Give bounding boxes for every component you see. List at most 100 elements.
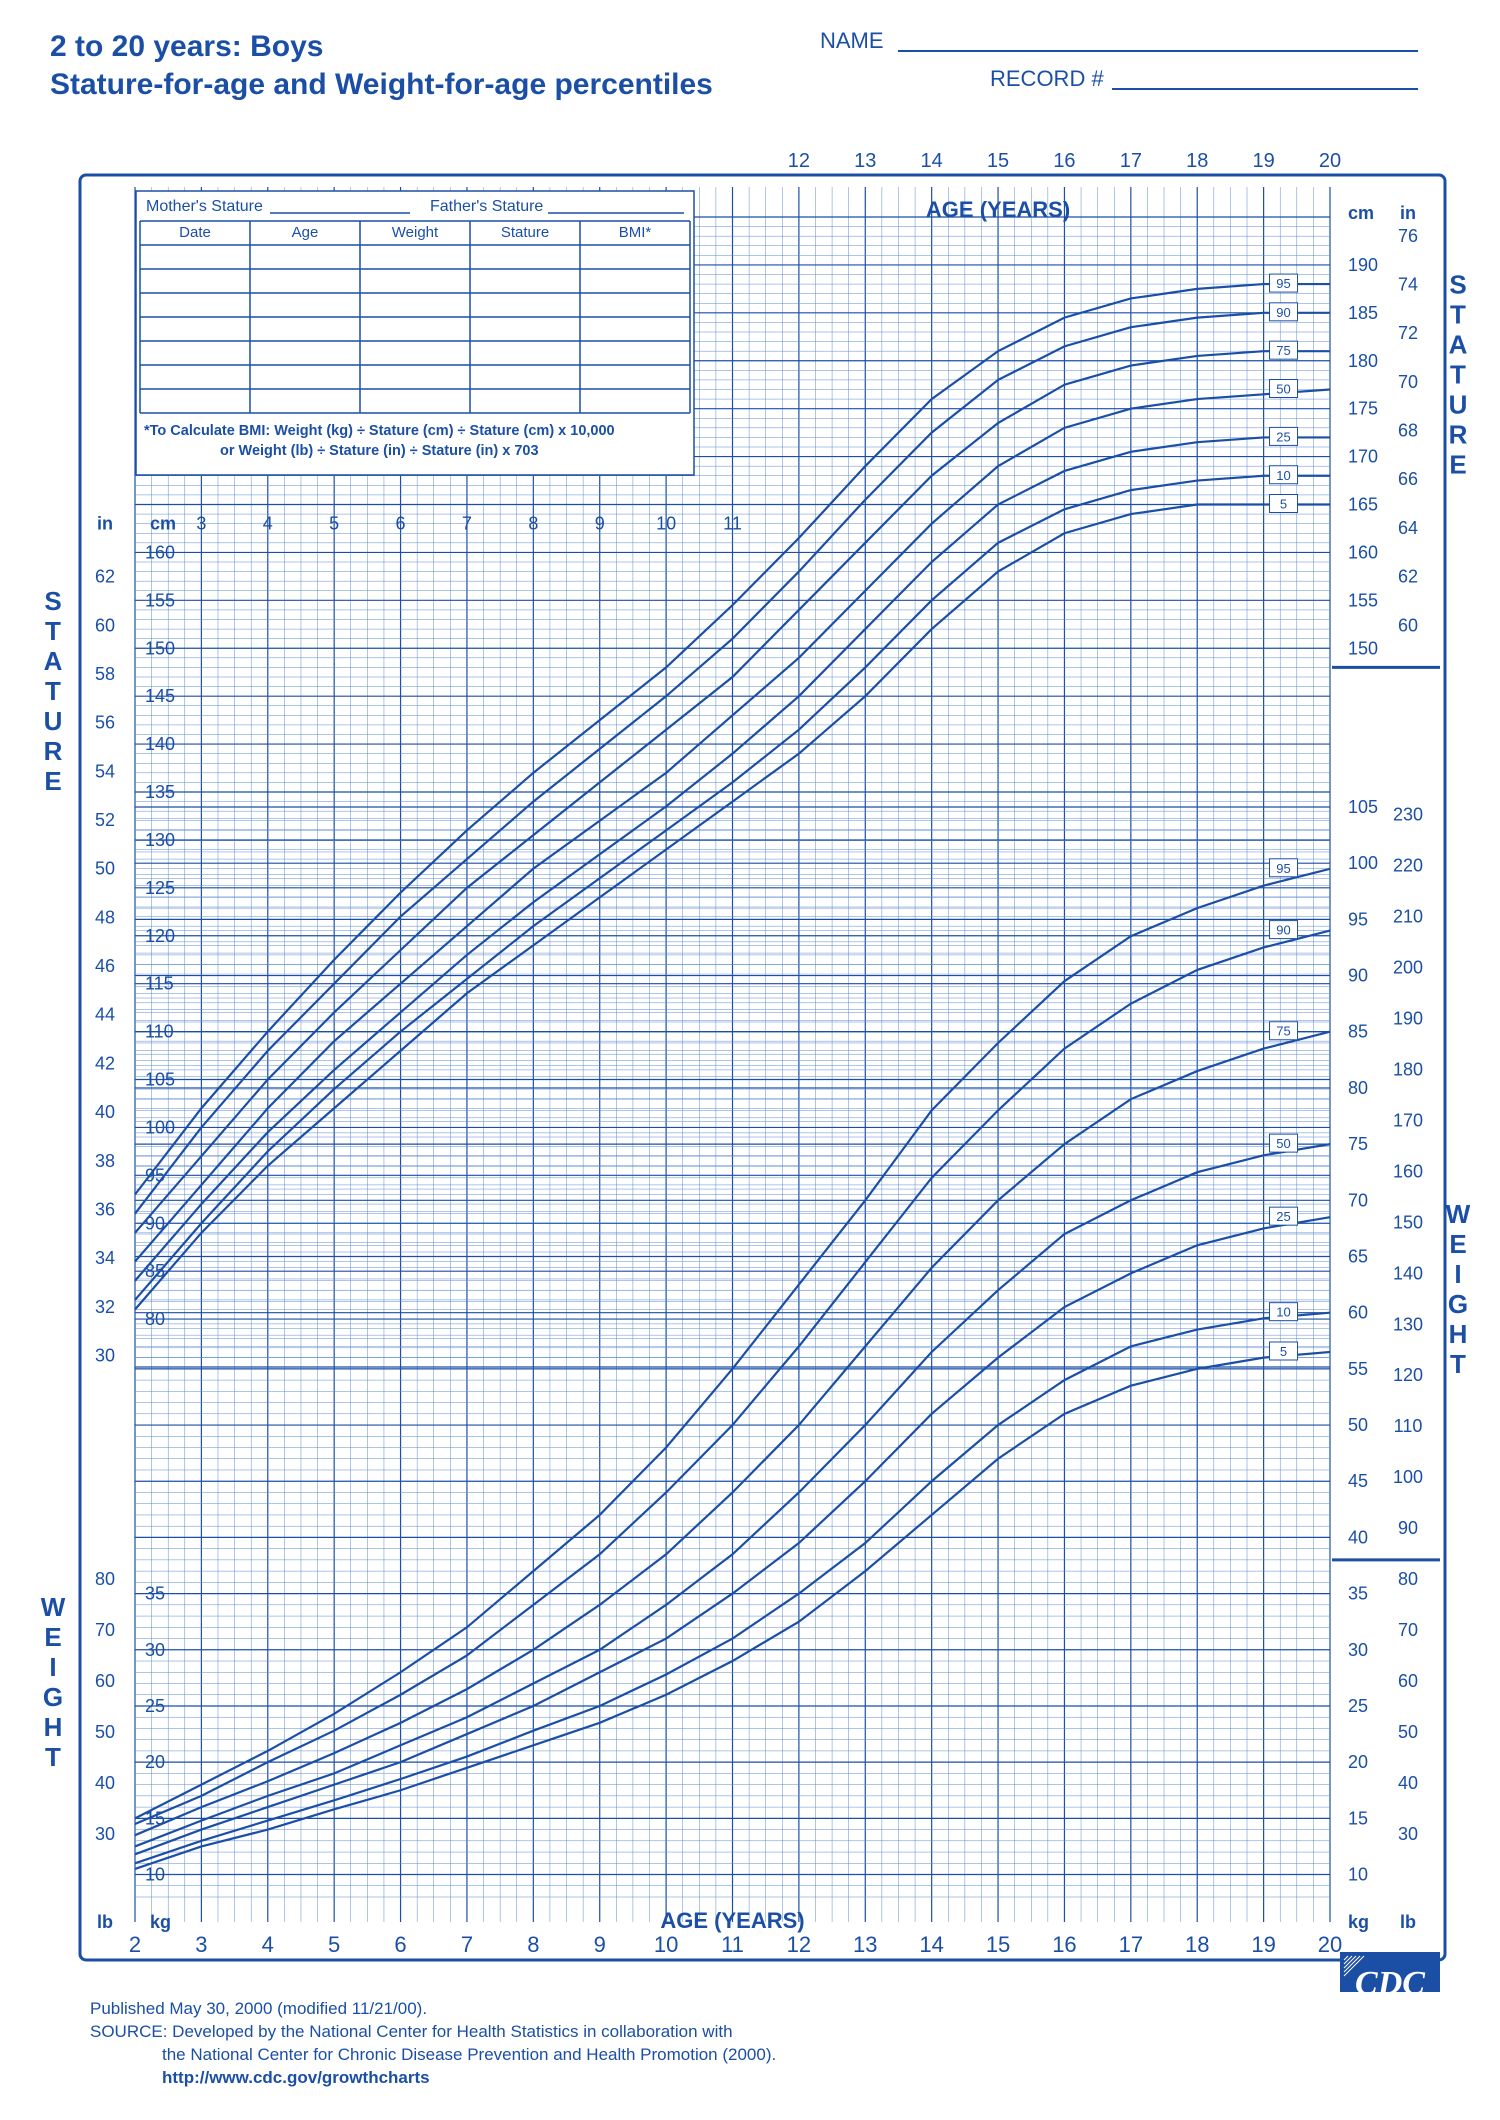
svg-text:5: 5 xyxy=(1280,497,1287,512)
footer-url[interactable]: http://www.cdc.gov/growthcharts xyxy=(162,2068,430,2087)
svg-text:5: 5 xyxy=(328,1932,340,1957)
svg-text:E: E xyxy=(1449,450,1466,480)
svg-text:Age: Age xyxy=(292,224,319,241)
svg-text:220: 220 xyxy=(1393,856,1423,876)
svg-text:18: 18 xyxy=(1185,1932,1209,1957)
svg-text:70: 70 xyxy=(1398,372,1418,392)
svg-text:62: 62 xyxy=(95,567,115,587)
svg-text:E: E xyxy=(1449,1229,1466,1259)
svg-text:180: 180 xyxy=(1348,351,1378,371)
svg-text:14: 14 xyxy=(921,150,943,172)
svg-text:80: 80 xyxy=(95,1569,115,1589)
svg-text:105: 105 xyxy=(145,1070,175,1090)
svg-text:30: 30 xyxy=(1348,1640,1368,1660)
svg-text:185: 185 xyxy=(1348,303,1378,323)
name-label: NAME xyxy=(820,28,884,54)
svg-text:8: 8 xyxy=(527,1932,539,1957)
svg-text:9: 9 xyxy=(594,1932,606,1957)
svg-text:42: 42 xyxy=(95,1053,115,1073)
svg-text:10: 10 xyxy=(656,514,676,534)
svg-text:60: 60 xyxy=(1398,615,1418,635)
svg-text:BMI*: BMI* xyxy=(619,224,652,241)
svg-text:30: 30 xyxy=(95,1346,115,1366)
svg-text:Father's Stature: Father's Stature xyxy=(430,198,543,215)
svg-text:50: 50 xyxy=(1348,1415,1368,1435)
svg-text:75: 75 xyxy=(1276,343,1290,358)
svg-text:76: 76 xyxy=(1398,226,1418,246)
svg-text:T: T xyxy=(45,1742,61,1772)
svg-text:48: 48 xyxy=(95,907,115,927)
svg-text:lb: lb xyxy=(1400,1912,1416,1932)
svg-text:30: 30 xyxy=(1398,1824,1418,1844)
svg-text:*To Calculate BMI: Weight (kg): *To Calculate BMI: Weight (kg) ÷ Stature… xyxy=(144,423,615,439)
svg-text:4: 4 xyxy=(263,514,273,534)
svg-text:7: 7 xyxy=(461,1932,473,1957)
svg-text:15: 15 xyxy=(986,1932,1010,1957)
svg-text:40: 40 xyxy=(95,1773,115,1793)
svg-text:35: 35 xyxy=(1348,1584,1368,1604)
svg-text:in: in xyxy=(1400,203,1416,223)
svg-text:16: 16 xyxy=(1053,150,1075,172)
svg-text:10: 10 xyxy=(654,1932,678,1957)
svg-text:70: 70 xyxy=(1348,1190,1368,1210)
svg-text:75: 75 xyxy=(1348,1134,1368,1154)
name-line[interactable] xyxy=(898,50,1418,52)
svg-text:10: 10 xyxy=(1276,468,1290,483)
svg-text:60: 60 xyxy=(95,615,115,635)
svg-text:140: 140 xyxy=(145,734,175,754)
svg-text:145: 145 xyxy=(145,686,175,706)
svg-text:90: 90 xyxy=(1348,966,1368,986)
svg-text:160: 160 xyxy=(1348,542,1378,562)
svg-text:45: 45 xyxy=(1348,1471,1368,1491)
svg-text:Date: Date xyxy=(179,224,211,241)
svg-text:95: 95 xyxy=(1276,276,1290,291)
svg-text:36: 36 xyxy=(95,1199,115,1219)
svg-text:175: 175 xyxy=(1348,399,1378,419)
svg-text:30: 30 xyxy=(95,1824,115,1844)
svg-text:40: 40 xyxy=(95,1102,115,1122)
svg-text:125: 125 xyxy=(145,878,175,898)
svg-text:3: 3 xyxy=(196,514,206,534)
svg-text:11: 11 xyxy=(721,1932,744,1957)
svg-text:12: 12 xyxy=(787,1932,811,1957)
svg-text:62: 62 xyxy=(1398,567,1418,587)
svg-text:10: 10 xyxy=(145,1865,165,1885)
svg-text:160: 160 xyxy=(1393,1161,1423,1181)
svg-text:G: G xyxy=(1448,1289,1468,1319)
svg-text:15: 15 xyxy=(987,150,1009,172)
svg-text:54: 54 xyxy=(95,761,115,781)
svg-text:58: 58 xyxy=(95,664,115,684)
record-line[interactable] xyxy=(1112,88,1418,90)
svg-text:64: 64 xyxy=(1398,518,1418,538)
svg-text:200: 200 xyxy=(1393,957,1423,977)
svg-text:50: 50 xyxy=(1276,1136,1290,1151)
svg-text:60: 60 xyxy=(1348,1303,1368,1323)
svg-text:80: 80 xyxy=(145,1309,165,1329)
svg-text:T: T xyxy=(1450,360,1466,390)
svg-text:7: 7 xyxy=(462,514,472,534)
svg-text:T: T xyxy=(1450,300,1466,330)
svg-text:70: 70 xyxy=(1398,1620,1418,1640)
svg-text:9: 9 xyxy=(595,514,605,534)
svg-text:52: 52 xyxy=(95,810,115,830)
svg-text:25: 25 xyxy=(1348,1696,1368,1716)
svg-text:19: 19 xyxy=(1251,1932,1275,1957)
svg-text:lb: lb xyxy=(97,1912,113,1932)
svg-text:H: H xyxy=(1449,1319,1468,1349)
svg-text:165: 165 xyxy=(1348,495,1378,515)
svg-text:cm: cm xyxy=(1348,203,1374,223)
svg-text:155: 155 xyxy=(145,590,175,610)
svg-text:5: 5 xyxy=(1280,1344,1287,1359)
svg-text:E: E xyxy=(44,766,61,796)
svg-text:U: U xyxy=(1449,390,1468,420)
svg-text:25: 25 xyxy=(1276,429,1290,444)
svg-text:in: in xyxy=(97,514,113,534)
svg-text:Mother's Stature: Mother's Stature xyxy=(146,198,263,215)
svg-text:20: 20 xyxy=(1319,150,1341,172)
svg-text:13: 13 xyxy=(854,150,876,172)
svg-text:120: 120 xyxy=(145,926,175,946)
svg-text:W: W xyxy=(1446,1199,1470,1229)
svg-text:15: 15 xyxy=(1348,1808,1368,1828)
svg-text:17: 17 xyxy=(1120,150,1142,172)
svg-text:46: 46 xyxy=(95,956,115,976)
